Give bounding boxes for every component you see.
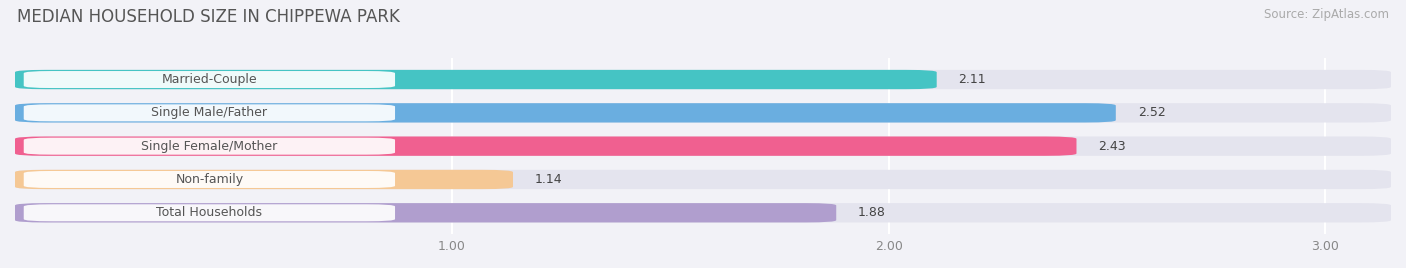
FancyBboxPatch shape	[24, 71, 395, 88]
Text: Single Female/Mother: Single Female/Mother	[141, 140, 277, 153]
FancyBboxPatch shape	[15, 170, 513, 189]
FancyBboxPatch shape	[15, 136, 1077, 156]
Text: Total Households: Total Households	[156, 206, 263, 219]
Text: 2.43: 2.43	[1098, 140, 1126, 153]
Text: Single Male/Father: Single Male/Father	[152, 106, 267, 119]
Text: 1.14: 1.14	[534, 173, 562, 186]
FancyBboxPatch shape	[24, 138, 395, 155]
FancyBboxPatch shape	[15, 136, 1391, 156]
Text: Married-Couple: Married-Couple	[162, 73, 257, 86]
Text: 1.88: 1.88	[858, 206, 886, 219]
FancyBboxPatch shape	[15, 203, 837, 222]
FancyBboxPatch shape	[15, 103, 1116, 122]
Text: Non-family: Non-family	[176, 173, 243, 186]
Text: MEDIAN HOUSEHOLD SIZE IN CHIPPEWA PARK: MEDIAN HOUSEHOLD SIZE IN CHIPPEWA PARK	[17, 8, 399, 26]
FancyBboxPatch shape	[15, 70, 1391, 89]
Text: 2.11: 2.11	[959, 73, 986, 86]
FancyBboxPatch shape	[15, 70, 936, 89]
FancyBboxPatch shape	[15, 170, 1391, 189]
FancyBboxPatch shape	[24, 104, 395, 121]
FancyBboxPatch shape	[24, 171, 395, 188]
Text: 2.52: 2.52	[1137, 106, 1166, 119]
FancyBboxPatch shape	[15, 103, 1391, 122]
FancyBboxPatch shape	[15, 203, 1391, 222]
Text: Source: ZipAtlas.com: Source: ZipAtlas.com	[1264, 8, 1389, 21]
FancyBboxPatch shape	[24, 204, 395, 221]
